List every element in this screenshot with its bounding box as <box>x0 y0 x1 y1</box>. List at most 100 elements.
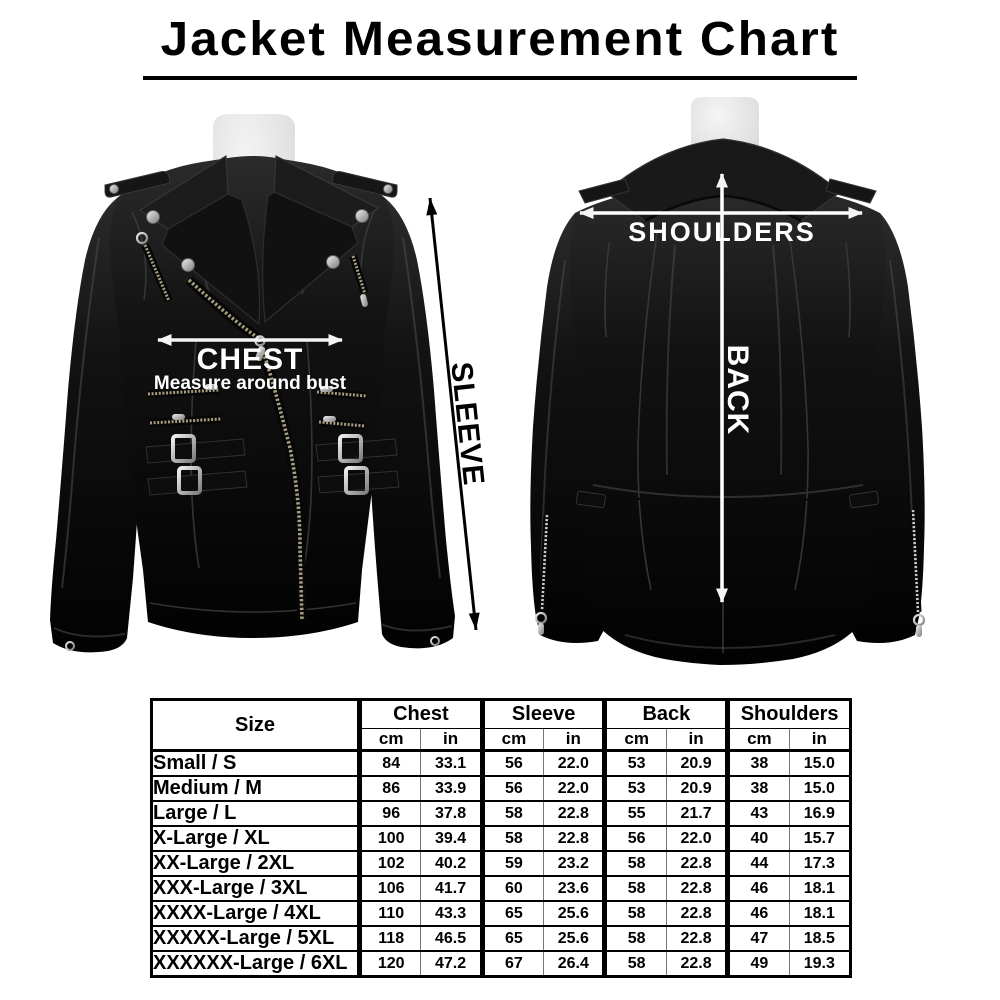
value-cell: 39.4 <box>420 825 483 851</box>
value-cell: 19.3 <box>788 950 851 977</box>
value-cell: 59 <box>479 850 544 876</box>
size-column-header: Size <box>234 713 276 736</box>
page-title: Jacket Measurement Chart <box>160 13 840 66</box>
value-cell: 43.3 <box>420 900 483 926</box>
unit-header: cm <box>602 728 667 751</box>
size-row: X-Large / XL 100 39.4 58 22.8 56 22.0 40 15.7 <box>151 825 851 851</box>
value-cell: 38 <box>725 775 790 801</box>
column-group-header: Back <box>602 698 728 729</box>
value-cell: 41.7 <box>420 875 483 901</box>
value-cell: 16.9 <box>788 800 851 826</box>
title-underline <box>143 76 857 80</box>
value-cell: 110 <box>357 900 421 926</box>
column-group-header: Sleeve <box>479 698 605 729</box>
chest-zips <box>135 231 369 307</box>
column-group-header: Shoulders <box>725 698 851 729</box>
value-cell: 58 <box>602 875 667 901</box>
measurement-table: Size Chest Sleeve Back Shoulders cm in cm in cm… <box>150 698 852 978</box>
value-cell: 33.9 <box>420 775 483 801</box>
chest-note-label: Measure around bust <box>153 373 347 394</box>
value-cell: 67 <box>479 950 544 977</box>
value-cell: 56 <box>479 775 544 801</box>
pocket-zips <box>147 384 368 430</box>
front-lapels <box>138 154 380 326</box>
value-cell: 46 <box>725 900 790 926</box>
value-cell: 58 <box>602 925 667 951</box>
value-cell: 18.5 <box>788 925 851 951</box>
unit-header: in <box>665 728 728 751</box>
value-cell: 15.0 <box>788 775 851 801</box>
value-cell: 22.8 <box>665 925 728 951</box>
value-cell: 47 <box>725 925 790 951</box>
value-cell: 102 <box>357 850 421 876</box>
value-cell: 100 <box>357 825 421 851</box>
back-label: BACK <box>720 344 754 436</box>
value-cell: 58 <box>602 850 667 876</box>
size-row: XX-Large / 2XL 102 40.2 59 23.2 58 22.8 44 17.3 <box>151 850 851 876</box>
column-group-header: Chest <box>357 698 483 729</box>
value-cell: 38 <box>725 749 790 776</box>
value-cell: 120 <box>357 950 421 977</box>
unit-header: cm <box>357 728 421 751</box>
size-name-cell: XXXXXX-Large / 6XL <box>151 950 360 977</box>
snap-buttons <box>146 209 369 272</box>
value-cell: 26.4 <box>543 950 605 977</box>
size-name-cell: X-Large / XL <box>151 825 360 851</box>
size-name-cell: Small / S <box>151 749 360 776</box>
value-cell: 20.9 <box>665 775 728 801</box>
value-cell: 40 <box>725 825 790 851</box>
value-cell: 56 <box>602 825 667 851</box>
value-cell: 96 <box>357 800 421 826</box>
value-cell: 56 <box>479 749 544 776</box>
value-cell: 53 <box>602 775 667 801</box>
unit-header: cm <box>479 728 544 751</box>
size-name-cell: XXXXX-Large / 5XL <box>151 925 360 951</box>
size-row: XXXXXX-Large / 6XL 120 47.2 67 26.4 58 22.8 49 1… <box>151 950 851 977</box>
value-cell: 23.6 <box>543 875 605 901</box>
value-cell: 84 <box>357 749 421 776</box>
value-cell: 46.5 <box>420 925 483 951</box>
group-header-row: Size Chest Sleeve Back Shoulders <box>152 698 851 736</box>
value-cell: 53 <box>602 749 667 776</box>
value-cell: 22.0 <box>543 775 605 801</box>
value-cell: 17.3 <box>788 850 851 876</box>
value-cell: 22.8 <box>665 875 728 901</box>
value-cell: 20.9 <box>665 749 728 776</box>
back-side-tabs <box>575 490 880 509</box>
unit-header-row: cm in cm in cm in cm in <box>152 728 851 751</box>
value-cell: 22.8 <box>665 850 728 876</box>
value-cell: 44 <box>725 850 790 876</box>
value-cell: 46 <box>725 875 790 901</box>
value-cell: 60 <box>479 875 544 901</box>
value-cell: 25.6 <box>543 900 605 926</box>
value-cell: 40.2 <box>420 850 483 876</box>
value-cell: 22.0 <box>665 825 728 851</box>
value-cell: 47.2 <box>420 950 483 977</box>
size-name-cell: XX-Large / 2XL <box>151 850 360 876</box>
front-cuff-pulls <box>65 636 440 651</box>
unit-header: in <box>420 728 483 751</box>
unit-header: cm <box>725 728 790 751</box>
value-cell: 22.8 <box>665 900 728 926</box>
unit-header: in <box>788 728 851 751</box>
value-cell: 22.0 <box>543 749 605 776</box>
value-cell: 58 <box>479 800 544 826</box>
size-row: XXX-Large / 3XL 106 41.7 60 23.6 58 22.8 46 18.1 <box>151 875 851 901</box>
cuff-zips <box>534 509 926 637</box>
size-row: Medium / M 86 33.9 56 22.0 53 20.9 38 15.0 <box>151 775 851 801</box>
value-cell: 49 <box>725 950 790 977</box>
unit-header: in <box>543 728 605 751</box>
value-cell: 22.8 <box>543 825 605 851</box>
value-cell: 37.8 <box>420 800 483 826</box>
value-cell: 22.8 <box>543 800 605 826</box>
size-row: XXXXX-Large / 5XL 118 46.5 65 25.6 58 22.8 47 18… <box>151 925 851 951</box>
value-cell: 65 <box>479 900 544 926</box>
size-name-cell: XXXX-Large / 4XL <box>151 900 360 926</box>
size-row: Large / L 96 37.8 58 22.8 55 21.7 43 16.9 <box>151 800 851 826</box>
value-cell: 23.2 <box>543 850 605 876</box>
value-cell: 118 <box>357 925 421 951</box>
value-cell: 15.7 <box>788 825 851 851</box>
value-cell: 55 <box>602 800 667 826</box>
size-row: Small / S 84 33.1 56 22.0 53 20.9 38 15.0 <box>151 749 851 776</box>
